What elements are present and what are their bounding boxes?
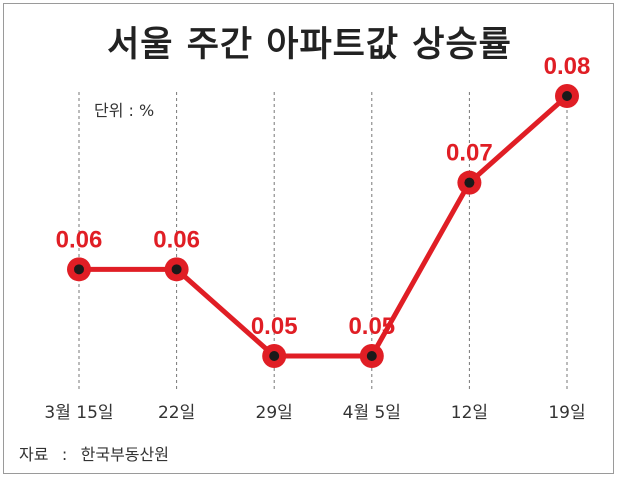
data-point xyxy=(457,170,482,195)
unit-label: 단위 : % xyxy=(92,97,157,121)
data-point-center xyxy=(74,264,84,275)
x-tick-label: 22일 xyxy=(158,403,195,423)
data-point-center xyxy=(171,264,182,275)
series-polyline xyxy=(76,93,570,359)
series-line xyxy=(76,93,570,359)
data-point xyxy=(67,257,91,282)
data-label: 0.06 xyxy=(153,226,200,253)
data-label: 0.07 xyxy=(446,140,493,167)
data-point-center xyxy=(562,91,572,101)
data-label: 0.08 xyxy=(544,53,591,80)
x-tick-label: 3월 15일 xyxy=(44,403,113,423)
x-tick-label: 12일 xyxy=(451,403,488,423)
markers xyxy=(67,84,579,368)
source-name: 한국부동산원 xyxy=(80,445,169,464)
chart-title: 서울 주간 아파트값 상승률 xyxy=(107,25,512,65)
data-point xyxy=(555,84,579,108)
data-point-center xyxy=(366,351,377,361)
chart-frame xyxy=(3,3,614,474)
data-point xyxy=(359,344,384,368)
data-point-center xyxy=(269,351,280,361)
data-label: 0.06 xyxy=(56,226,103,253)
x-tick-label: 4월 5일 xyxy=(343,403,401,423)
gridlines xyxy=(78,92,568,390)
data-label: 0.05 xyxy=(251,313,298,340)
data-label: 0.05 xyxy=(348,313,395,340)
x-tick-labels: 3월 15일 22일 29일 4월 5일 12일 19일 xyxy=(44,403,585,423)
data-point xyxy=(164,257,189,282)
data-point-center xyxy=(464,177,475,188)
x-tick-label: 29일 xyxy=(256,403,293,423)
source-label: 자료 xyxy=(19,445,49,464)
source-separator: : xyxy=(61,445,68,464)
data-labels: 0.06 0.06 0.05 0.05 0.07 0.08 xyxy=(56,53,591,340)
data-point xyxy=(262,344,287,368)
x-tick-label: 19일 xyxy=(548,403,585,423)
source-note: 자료 : 한국부동산원 xyxy=(19,441,169,465)
